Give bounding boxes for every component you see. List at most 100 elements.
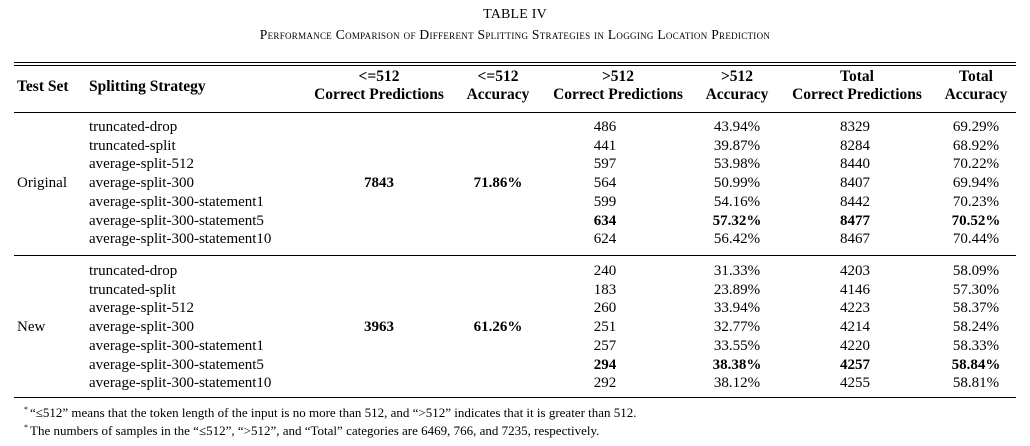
cell-strategy: average-split-300-statement5 (89, 356, 264, 373)
header-test-set: Test Set (17, 78, 69, 95)
header-gt-correct-line1: >512 (601, 68, 635, 85)
cell-strategy: average-split-512 (89, 300, 194, 317)
table-caption-title: Performance Comparison of Different Spli… (259, 27, 771, 42)
header-total-accuracy: Total Accuracy (936, 68, 1016, 104)
cell-gt-accuracy: 43.94% (713, 119, 761, 135)
header-le-accuracy-line2: Accuracy (466, 86, 530, 103)
cell-strategy: average-split-300-statement1 (89, 337, 264, 354)
footnote-1: * “≤512” means that the token length of … (24, 405, 637, 420)
cell-total-correct: 4203 (840, 263, 870, 279)
cell-total-correct: 8284 (840, 137, 870, 154)
group-le-correct: 3963 (364, 319, 394, 336)
cell-total-accuracy: 70.44% (952, 231, 1000, 248)
cell-gt-accuracy: 53.98% (713, 156, 761, 173)
cell-total-accuracy: 58.33% (952, 337, 1000, 354)
header-le-correct: <=512 Correct Predictions (302, 68, 456, 104)
cell-strategy: average-split-512 (89, 156, 194, 173)
header-gt-accuracy-line1: >512 (720, 68, 754, 85)
cell-total-accuracy: 68.92% (952, 137, 1000, 154)
cell-total-accuracy: 58.84% (951, 356, 1001, 373)
footnote-2-text: The numbers of samples in the “≤512”, “>… (30, 423, 600, 438)
cell-gt-correct: 292 (593, 375, 617, 392)
cell-gt-accuracy: 38.38% (712, 356, 762, 373)
cell-gt-correct: 634 (593, 212, 617, 229)
cell-strategy: truncated-split (89, 281, 176, 298)
cell-gt-correct: 257 (593, 337, 617, 354)
header-gt-correct-line2: Correct Predictions (553, 86, 683, 103)
cell-gt-correct: 564 (593, 175, 617, 192)
footnote-1-mark: * (24, 405, 28, 414)
group-separator-rule (14, 255, 1016, 256)
cell-total-accuracy: 70.23% (952, 193, 1000, 210)
group-le-accuracy: 61.26% (473, 319, 523, 336)
cell-gt-accuracy: 32.77% (713, 319, 761, 336)
header-le-accuracy: <=512 Accuracy (458, 68, 538, 104)
cell-strategy: average-split-300-statement10 (89, 375, 272, 392)
group-test-set-label: Original (17, 175, 67, 192)
cell-total-correct: 8467 (840, 231, 870, 248)
cell-total-correct: 8442 (840, 193, 870, 210)
cell-gt-accuracy: 39.87% (713, 137, 761, 154)
top-rule-second (14, 65, 1016, 66)
cell-total-accuracy: 58.09% (952, 263, 1000, 279)
cell-gt-correct: 183 (593, 281, 617, 298)
cell-total-accuracy: 58.81% (952, 375, 1000, 392)
cell-total-correct: 4214 (840, 319, 870, 336)
cell-total-accuracy: 70.52% (951, 212, 1001, 229)
header-total-correct-line2: Correct Predictions (792, 86, 922, 103)
cell-strategy: average-split-300-statement5 (89, 212, 264, 229)
cell-strategy: average-split-300-statement10 (89, 231, 272, 248)
cell-total-accuracy: 70.22% (952, 156, 1000, 173)
cell-gt-correct: 240 (593, 263, 617, 279)
header-total-correct-line1: Total (840, 68, 874, 85)
header-rule (14, 112, 1016, 113)
header-le-correct-line2: Correct Predictions (314, 86, 444, 103)
cell-gt-accuracy: 23.89% (713, 281, 761, 298)
cell-strategy: average-split-300 (89, 175, 194, 192)
cell-gt-correct: 599 (593, 193, 617, 210)
bottom-rule (14, 397, 1016, 398)
header-gt-accuracy-line2: Accuracy (705, 86, 769, 103)
cell-strategy: truncated-drop (89, 119, 178, 135)
cell-total-accuracy: 58.37% (952, 300, 1000, 317)
cell-gt-correct: 251 (593, 319, 617, 336)
header-splitting-strategy: Splitting Strategy (89, 78, 206, 95)
cell-gt-accuracy: 56.42% (713, 231, 761, 248)
cell-total-correct: 4257 (840, 356, 870, 373)
cell-strategy: average-split-300 (89, 319, 194, 336)
cell-total-correct: 8329 (840, 119, 870, 135)
cell-strategy: truncated-drop (89, 263, 178, 279)
table-caption-label: TABLE IV (483, 7, 547, 22)
cell-gt-correct: 260 (593, 300, 617, 317)
cell-total-correct: 8440 (840, 156, 870, 173)
header-le-accuracy-line1: <=512 (477, 68, 519, 85)
cell-gt-correct: 486 (593, 119, 617, 135)
cell-gt-correct: 624 (593, 231, 617, 248)
cell-total-correct: 4255 (840, 375, 870, 392)
group-test-set-label: New (17, 319, 46, 336)
cell-total-accuracy: 69.94% (952, 175, 1000, 192)
footnote-2-mark: * (24, 423, 28, 432)
cell-gt-correct: 294 (593, 356, 617, 373)
cell-strategy: truncated-split (89, 137, 176, 154)
cell-gt-accuracy: 33.94% (713, 300, 761, 317)
header-total-accuracy-line1: Total (959, 68, 993, 85)
cell-total-correct: 8477 (840, 212, 870, 229)
cell-gt-correct: 441 (593, 137, 617, 154)
cell-total-correct: 4146 (840, 281, 870, 298)
header-le-correct-line1: <=512 (358, 68, 400, 85)
header-gt-correct: >512 Correct Predictions (540, 68, 696, 104)
cell-gt-accuracy: 33.55% (713, 337, 761, 354)
cell-total-correct: 4223 (840, 300, 870, 317)
cell-total-accuracy: 57.30% (952, 281, 1000, 298)
header-gt-accuracy: >512 Accuracy (697, 68, 777, 104)
top-rule (14, 62, 1016, 63)
cell-total-accuracy: 58.24% (952, 319, 1000, 336)
footnote-1-text: “≤512” means that the token length of th… (30, 405, 637, 420)
header-total-accuracy-line2: Accuracy (944, 86, 1008, 103)
cell-total-correct: 8407 (840, 175, 870, 192)
group-le-accuracy: 71.86% (473, 175, 523, 192)
cell-strategy: average-split-300-statement1 (89, 193, 264, 210)
footnote-2: * The numbers of samples in the “≤512”, … (24, 423, 600, 438)
header-total-correct: Total Correct Predictions (777, 68, 937, 104)
